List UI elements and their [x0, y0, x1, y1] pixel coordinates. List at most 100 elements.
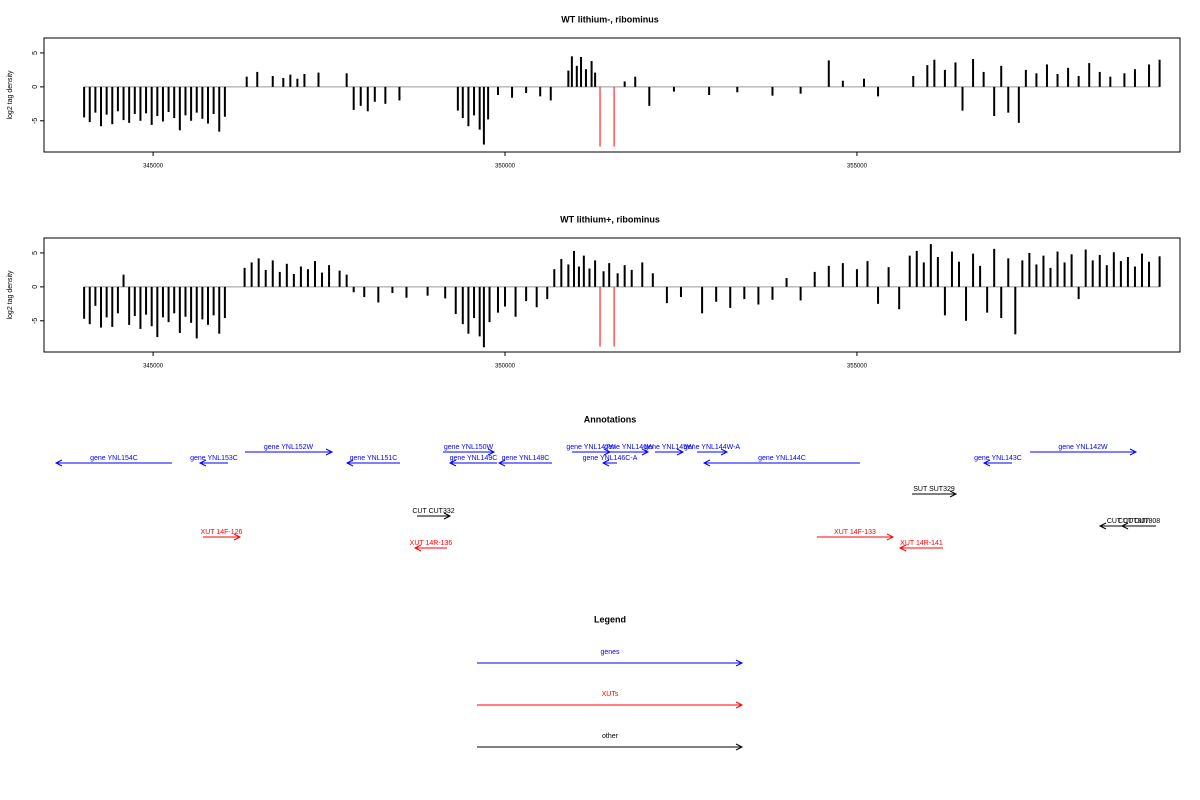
bar	[256, 71, 259, 87]
highlight-bar	[599, 86, 601, 147]
bar	[161, 86, 164, 122]
feature-label: gene YNL144C	[758, 455, 806, 462]
feature-arrow-head	[1129, 448, 1138, 456]
bar	[173, 286, 176, 314]
bar	[570, 56, 573, 87]
bar	[799, 86, 802, 94]
bar	[701, 286, 704, 314]
bar	[105, 286, 108, 318]
bar	[299, 266, 302, 287]
bar	[161, 286, 164, 318]
bar	[799, 286, 802, 301]
feature-label: XUT 14R-141	[900, 540, 943, 547]
bar	[572, 250, 575, 287]
bar	[1084, 249, 1087, 287]
bar	[201, 286, 204, 320]
bar	[278, 271, 281, 287]
bar	[257, 258, 260, 287]
feature-arrow-head	[54, 459, 63, 467]
bar	[223, 86, 226, 117]
bar	[1148, 64, 1151, 87]
bar	[862, 78, 865, 87]
bar	[630, 269, 633, 287]
bar	[111, 286, 114, 327]
bar	[1021, 260, 1024, 287]
bar	[478, 286, 481, 337]
bar	[1158, 256, 1161, 287]
bar	[553, 269, 556, 287]
bar	[145, 286, 148, 315]
bar	[1063, 262, 1066, 287]
bar	[679, 286, 682, 298]
bar	[111, 86, 114, 125]
bar	[915, 250, 918, 287]
bar	[771, 286, 774, 300]
bar	[461, 86, 464, 119]
feature-arrow-head	[198, 459, 207, 467]
bar	[729, 286, 732, 308]
bar	[94, 286, 97, 306]
bar	[88, 86, 91, 123]
bar	[105, 86, 108, 115]
bar	[116, 286, 119, 314]
bar	[877, 286, 880, 304]
bar	[929, 244, 932, 287]
bar	[594, 72, 597, 87]
bar	[1007, 258, 1010, 287]
feature-arrow-head	[1098, 522, 1107, 530]
feature-arrow-head	[898, 544, 907, 552]
bar	[1098, 254, 1101, 287]
bar	[391, 286, 394, 293]
bar	[206, 286, 209, 325]
bar	[218, 86, 221, 132]
feature-arrow-head	[702, 459, 711, 467]
x-tick-label: 355000	[847, 364, 868, 370]
y-tick-label: 5	[32, 251, 39, 255]
bar	[1035, 73, 1038, 87]
bar	[473, 286, 476, 319]
bar	[567, 264, 570, 287]
bar	[539, 86, 542, 97]
bar	[271, 76, 274, 87]
bar	[384, 86, 387, 104]
feature-arrow-head	[443, 512, 452, 520]
x-tick-label: 350000	[495, 364, 516, 370]
bar	[116, 86, 119, 112]
bar	[1056, 251, 1059, 287]
feature-label: gene YNL143C	[974, 455, 1022, 462]
feature-label: XUT 14F-133	[834, 529, 876, 536]
bar	[672, 86, 675, 92]
bar	[1035, 264, 1038, 287]
feature-label: gene YNL149C	[450, 455, 498, 462]
bar	[467, 286, 470, 334]
feature-label: CUT CUT332	[412, 508, 454, 515]
bar	[345, 73, 348, 87]
bar	[352, 86, 355, 110]
bar	[139, 286, 142, 329]
feature-arrow-head	[720, 448, 729, 456]
bar	[594, 260, 597, 287]
bar	[456, 86, 459, 111]
bar	[993, 86, 996, 117]
bar	[212, 286, 215, 316]
bar	[1109, 76, 1112, 87]
bar	[398, 86, 401, 101]
feature-arrow-head	[448, 459, 457, 467]
bar	[525, 86, 528, 93]
feature-label: gene YNL148C	[502, 455, 550, 462]
bar	[139, 86, 142, 121]
bar	[363, 286, 366, 298]
bar	[150, 286, 153, 327]
bar	[426, 286, 429, 296]
bar	[482, 286, 485, 348]
bar	[282, 78, 285, 87]
bar	[289, 74, 292, 87]
y-tick-label: 5	[32, 51, 39, 55]
bar	[296, 78, 299, 87]
bar	[908, 255, 911, 287]
bar	[173, 86, 176, 119]
bar	[736, 86, 739, 93]
bar	[1148, 261, 1151, 287]
y-axis-label: log2 tag density	[7, 70, 14, 120]
bar	[184, 86, 187, 116]
